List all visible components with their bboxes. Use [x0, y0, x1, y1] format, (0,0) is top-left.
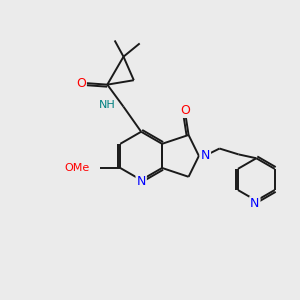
Text: N: N	[136, 175, 146, 188]
Text: O: O	[181, 104, 190, 117]
Text: NH: NH	[98, 100, 115, 110]
Text: N: N	[201, 149, 210, 162]
Text: O: O	[76, 77, 86, 90]
Text: OMe: OMe	[64, 163, 89, 173]
Text: N: N	[250, 197, 260, 210]
